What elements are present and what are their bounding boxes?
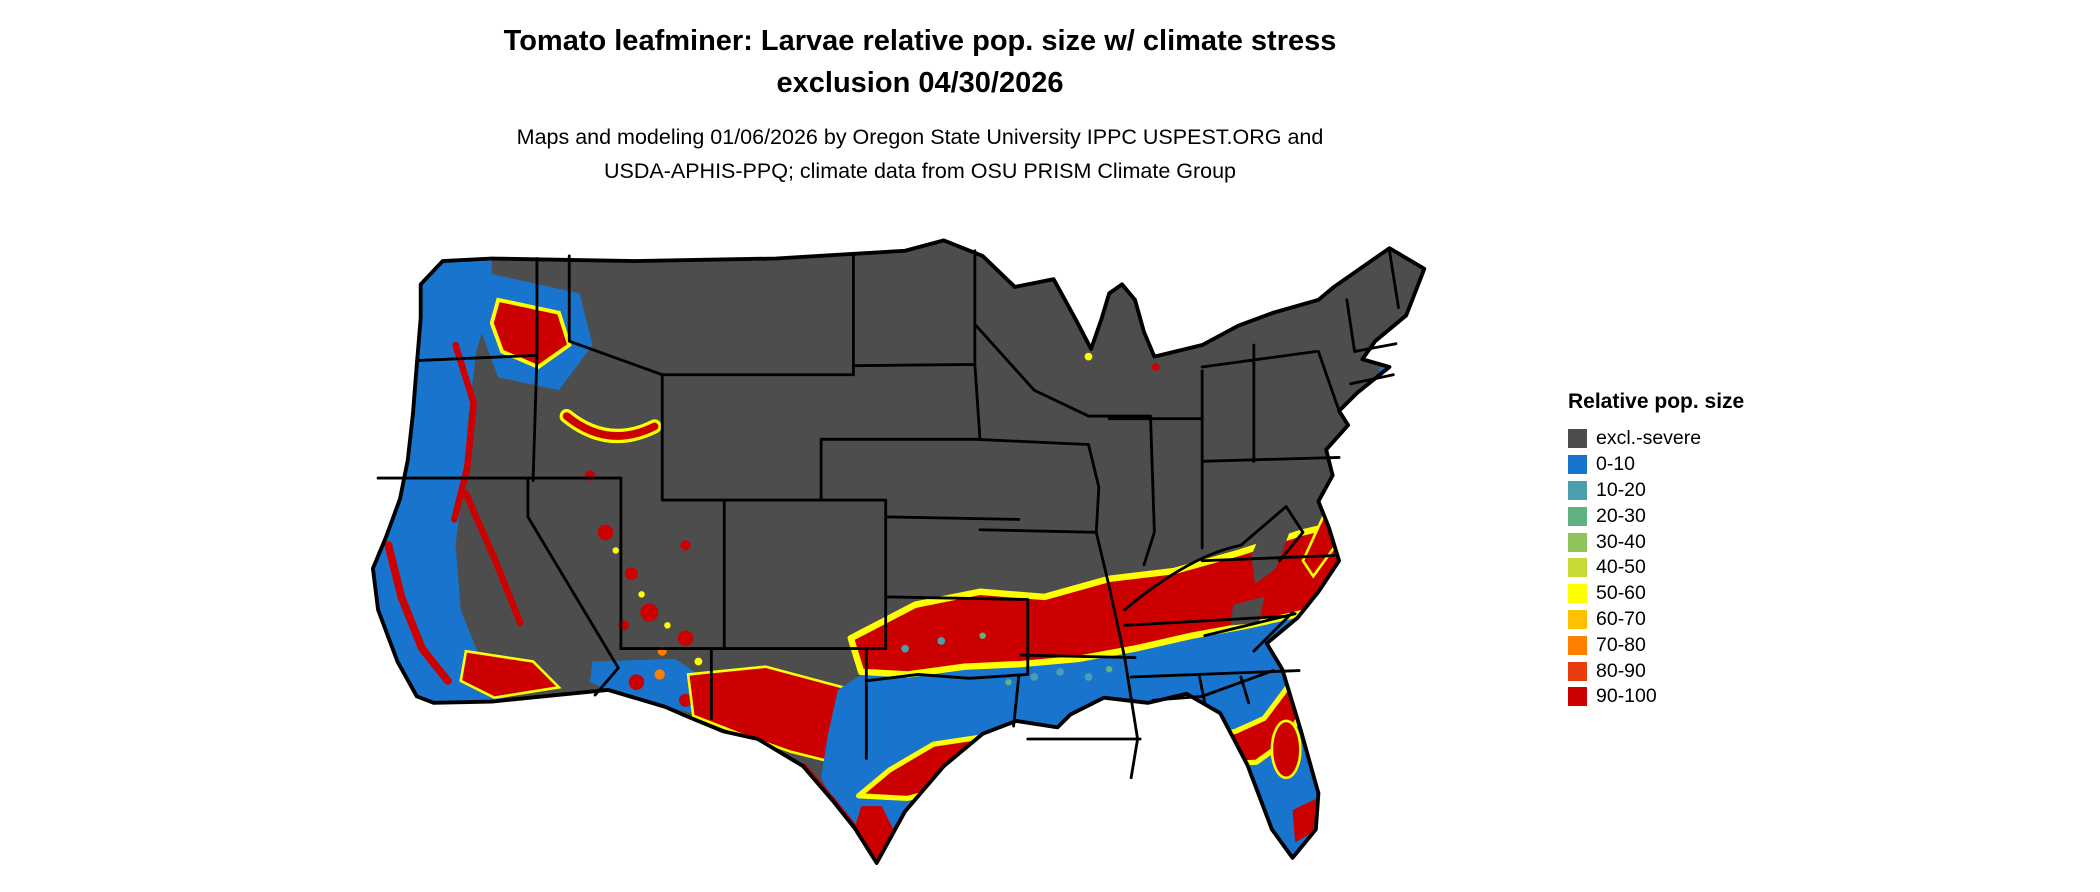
map-speckle-arizona-orange [654,669,665,680]
legend-swatch [1568,687,1587,707]
legend-swatch [1568,661,1587,681]
legend-swatch [1568,429,1587,449]
map-region-socal-high [459,649,562,700]
state-borders [376,249,1400,780]
legend-item: 40-50 [1568,555,1744,581]
title-line-1: Tomato leafminer: Larvae relative pop. s… [503,25,1337,57]
map-region-snake-plain-high [562,412,659,440]
legend-item-label: 50-60 [1596,582,1646,605]
legend-item-label: excl.-severe [1596,427,1702,450]
legend-item: 80-90 [1568,658,1744,684]
legend-item-label: 10-20 [1596,478,1646,501]
legend-item-label: 40-50 [1596,556,1646,579]
legend-swatch [1568,455,1587,475]
legend-swatch [1568,635,1587,655]
map-region-south-florida-high [1292,798,1318,843]
title-line-2: exclusion 04/30/2026 [776,67,1064,99]
legend-item: 20-30 [1568,503,1744,529]
map-credits: Maps and modeling 01/06/2026 by Oregon S… [517,120,1324,188]
legend-swatch [1568,584,1587,604]
map-region-coast-range-high [384,541,452,685]
map-speckles-transition-green [979,632,1113,686]
legend-item: 0-10 [1568,452,1744,478]
map-raster-regions [372,240,1425,863]
map-region-columbia-basin-high [489,297,572,370]
legend-item-label: 70-80 [1596,633,1646,656]
legend-item: excl.-severe [1568,426,1744,452]
map-speckle-detroit-high [1151,363,1160,371]
page-title: Tomato leafminer: Larvae relative pop. s… [504,20,1337,104]
legend-item: 30-40 [1568,529,1744,555]
national-border [370,238,1427,865]
legend-item: 90-100 [1568,684,1744,710]
legend-item-label: 20-30 [1596,504,1646,527]
legend-item-label: 80-90 [1596,659,1646,682]
legend-item-label: 30-40 [1596,530,1646,553]
map-region-appalachia-excluded [1251,501,1294,584]
map-speckles-arizona-high [628,674,692,707]
credits-line-2: USDA-APHIS-PPQ; climate data from OSU PR… [603,159,1237,183]
map-region-sierra-high [462,490,524,626]
map-speckle-chicago-mid [1084,352,1093,361]
map-speckles-great-basin-mid [612,547,703,666]
legend-swatch [1568,506,1587,526]
credits-line-1: Maps and modeling 01/06/2026 by Oregon S… [516,125,1324,149]
legend-swatch [1568,480,1587,500]
us-map [370,238,1427,865]
legend-swatch [1568,558,1587,578]
legend-item-label: 60-70 [1596,607,1646,630]
map-region-cascades-high [451,341,477,523]
legend-item: 70-80 [1568,632,1744,658]
legend-swatch [1568,609,1587,629]
legend-title: Relative pop. size [1568,390,1745,413]
map-region-central-florida-high [1270,719,1302,780]
us-map-container [298,222,1538,884]
legend-swatch [1568,532,1587,552]
map-legend: Relative pop. size excl.-severe 0-10 10-20… [1568,390,1744,710]
legend-items: excl.-severe 0-10 10-20 20-30 30-40 40-50 50-6… [1568,426,1744,710]
legend-item-label: 0-10 [1596,453,1636,476]
legend-item: 10-20 [1568,478,1744,504]
legend-item-label: 90-100 [1596,685,1657,708]
map-speckles-great-basin-high [584,470,694,646]
legend-item: 50-60 [1568,581,1744,607]
map-region-west-coast-low [372,258,508,703]
legend-item: 60-70 [1568,607,1744,633]
